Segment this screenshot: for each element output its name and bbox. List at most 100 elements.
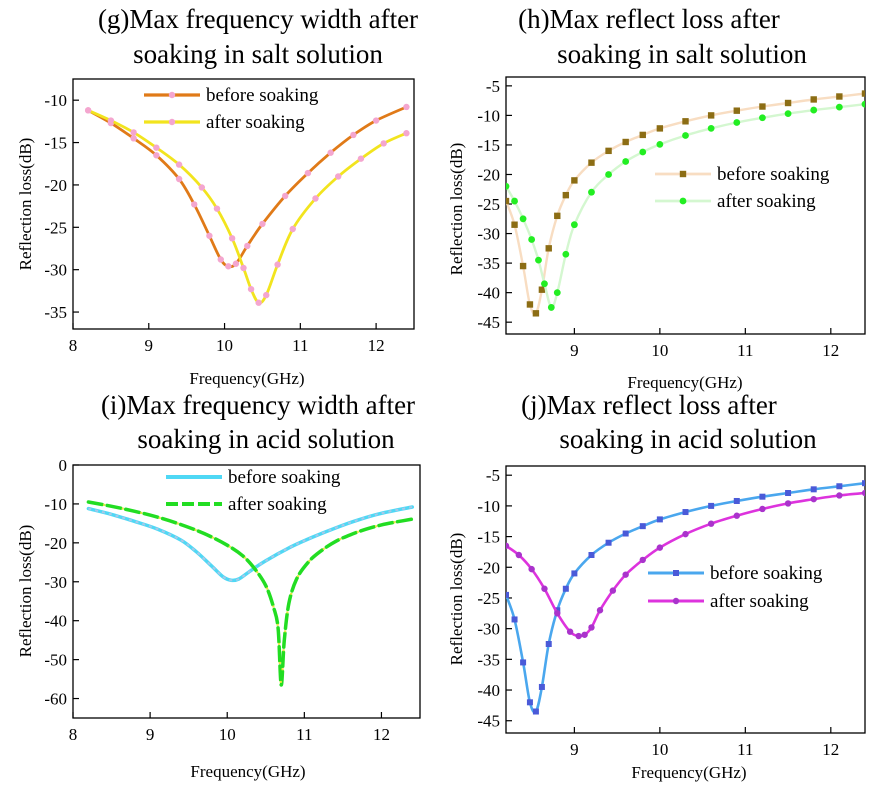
data-point	[566, 628, 574, 635]
data-point	[588, 624, 595, 631]
data-point	[562, 585, 569, 592]
x-axis-label: Frequency(GHz)	[189, 369, 304, 388]
data-point	[545, 245, 552, 252]
y-tick-label: -10	[44, 495, 67, 514]
y-tick-label: -45	[477, 712, 500, 731]
data-point	[759, 493, 766, 500]
legend: before soaking after soaking	[144, 85, 319, 133]
data-point	[682, 509, 689, 516]
legend-swatch-marker	[672, 597, 680, 605]
y-tick-label: -15	[477, 136, 500, 155]
series-before-soaking	[506, 480, 865, 715]
y-tick-label: -10	[477, 497, 500, 516]
data-point	[198, 184, 206, 191]
chart-title-line-2: soaking in acid solution	[559, 424, 817, 454]
data-point	[588, 188, 595, 196]
data-point	[403, 103, 410, 111]
y-tick-label: -20	[477, 558, 500, 577]
x-tick-label: 9	[570, 341, 579, 360]
x-tick-label: 9	[570, 740, 579, 759]
y-tick-label: -60	[44, 690, 67, 709]
data-point	[733, 119, 741, 126]
data-point	[153, 152, 160, 159]
data-point	[532, 708, 539, 715]
data-point	[575, 632, 582, 640]
y-axis-label: Reflection loss(dB)	[16, 138, 35, 271]
chart-title-line-2: soaking in acid solution	[137, 424, 395, 454]
x-tick-label: 10	[216, 336, 233, 355]
data-point	[206, 232, 213, 239]
data-point	[810, 486, 817, 493]
x-axis-label: Frequency(GHz)	[631, 763, 746, 782]
data-point	[240, 264, 247, 272]
chart-title-line-1: (g)Max frequency width after	[98, 4, 418, 34]
data-point	[515, 551, 523, 559]
data-point	[639, 523, 646, 530]
x-axis-label: Frequency(GHz)	[627, 373, 742, 392]
y-tick-label: -30	[44, 261, 67, 280]
data-point	[538, 683, 545, 690]
x-tick-label: 10	[651, 740, 668, 759]
y-axis-label: Reflection loss(dB)	[16, 525, 35, 658]
data-point	[605, 147, 612, 155]
data-point	[526, 699, 533, 706]
chart-panel-j: (j)Max reflect loss after soaking in acid…	[447, 390, 866, 782]
data-point	[588, 159, 595, 166]
legend-entry-label: after soaking	[206, 112, 305, 133]
data-point	[707, 112, 715, 119]
data-point	[784, 99, 792, 107]
data-point	[526, 301, 534, 308]
data-point	[153, 144, 160, 151]
x-tick-label: 9	[146, 725, 155, 744]
data-point	[861, 100, 865, 108]
legend-swatch-marker	[168, 91, 176, 99]
data-point	[609, 587, 617, 594]
y-tick-label: -40	[477, 284, 500, 303]
data-point	[622, 530, 629, 537]
x-tick-label: 12	[368, 336, 385, 355]
data-point	[506, 542, 510, 549]
data-point	[357, 155, 365, 162]
data-point	[733, 512, 740, 519]
data-point	[861, 489, 865, 497]
data-point	[836, 483, 843, 490]
data-point	[733, 107, 740, 114]
y-tick-label: -45	[477, 313, 500, 332]
legend-swatch-marker	[168, 118, 176, 126]
y-tick-label: -35	[477, 254, 500, 273]
data-point	[541, 585, 548, 592]
data-point	[570, 221, 578, 229]
data-point	[622, 158, 630, 165]
series-before-soaking	[86, 505, 415, 583]
y-tick-label: -30	[477, 225, 500, 244]
x-tick-label: 12	[822, 740, 839, 759]
data-point	[759, 103, 766, 110]
series-line	[86, 500, 415, 687]
data-point	[217, 256, 224, 263]
series-after-soaking	[86, 500, 415, 687]
data-point	[519, 262, 527, 270]
legend-entry-label: before soaking	[710, 563, 823, 584]
y-tick-label: -50	[44, 651, 67, 670]
data-point	[259, 220, 266, 228]
data-point	[588, 552, 595, 558]
y-tick-label: -10	[44, 91, 67, 110]
data-point	[535, 256, 542, 264]
data-point	[784, 500, 792, 507]
legend-entry-label: after soaking	[228, 494, 327, 515]
plot-frame	[505, 76, 866, 335]
data-point	[810, 96, 817, 103]
data-point	[312, 195, 319, 202]
data-point	[528, 236, 536, 243]
data-point	[733, 497, 740, 504]
data-point	[708, 502, 715, 509]
data-point	[622, 138, 629, 146]
data-point	[289, 225, 296, 233]
y-tick-label: -20	[44, 534, 67, 553]
y-tick-label: -30	[44, 573, 67, 592]
data-point	[581, 631, 588, 638]
legend-entry-label: before soaking	[206, 85, 319, 106]
data-point	[213, 205, 221, 212]
chart-panel-g: (g)Max frequency width after soaking in s…	[16, 4, 418, 388]
